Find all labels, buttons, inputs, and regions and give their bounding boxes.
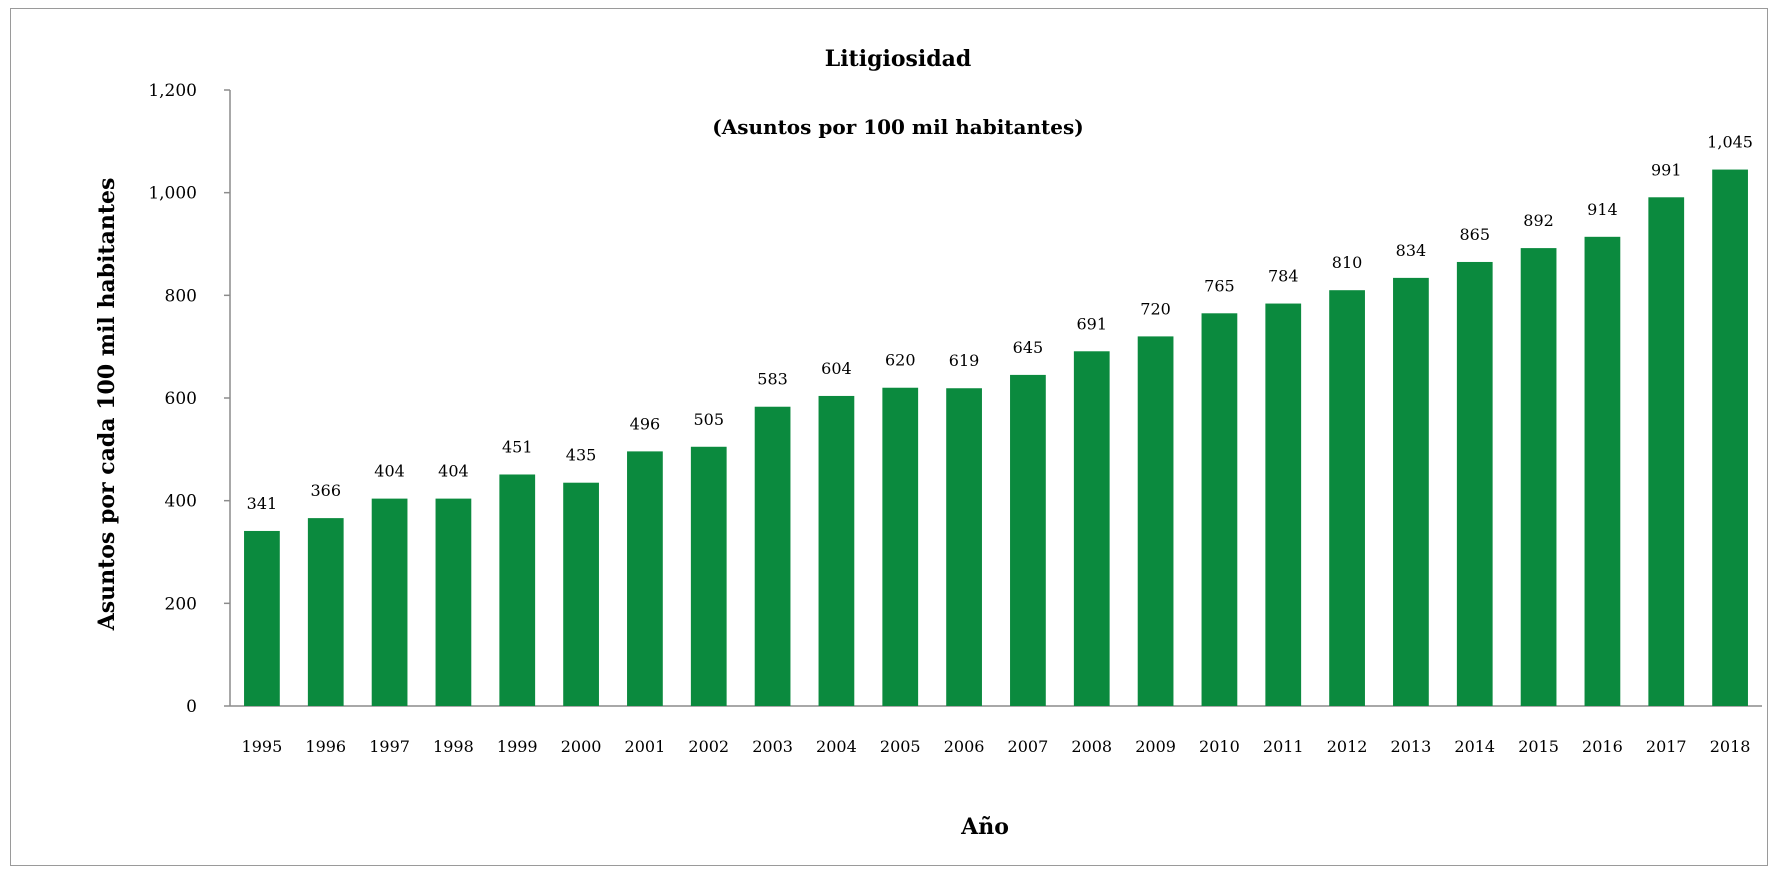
y-tick-label: 0 [186,697,197,717]
bar-1995 [244,530,280,706]
value-label-2016: 914 [1587,200,1618,219]
bars-group [244,169,1748,707]
bar-2006 [946,388,982,706]
y-tick-label: 400 [165,492,197,512]
y-tick-label: 1,200 [148,81,197,101]
y-tick-label: 1,000 [148,184,197,204]
value-label-2006: 619 [949,351,980,370]
x-tick-label-2006: 2006 [944,737,985,756]
value-label-2010: 765 [1204,276,1235,295]
bar-2001 [627,451,663,706]
bar-2017 [1648,197,1685,706]
x-tick-label-1997: 1997 [369,737,410,756]
x-tick-label-1998: 1998 [433,737,474,756]
x-tick-label-2003: 2003 [752,737,793,756]
value-label-2002: 505 [693,410,724,429]
value-label-1995: 341 [247,494,278,513]
x-tick-label-2001: 2001 [625,737,666,756]
y-tick-label: 600 [165,389,197,409]
bar-2013 [1393,277,1429,706]
bar-2012 [1329,290,1365,706]
value-label-2007: 645 [1013,338,1044,357]
x-tick-label-2012: 2012 [1327,737,1368,756]
value-label-2013: 834 [1396,241,1427,260]
value-label-1996: 366 [310,481,341,500]
chart-subtitle: (Asuntos por 100 mil habitantes) [712,115,1083,139]
x-tick-label-2000: 2000 [561,737,602,756]
value-label-1999: 451 [502,437,533,456]
bar-2003 [754,406,791,706]
bar-2009 [1137,336,1174,706]
y-axis-ticks: 0 200 400 600 800 1,000 1,200 [148,81,230,717]
x-tick-label-2005: 2005 [880,737,921,756]
x-tick-label-2010: 2010 [1199,737,1240,756]
bar-2011 [1265,303,1302,706]
bar-1996 [307,518,344,706]
x-tick-label-2011: 2011 [1263,737,1304,756]
bar-2005 [882,387,919,706]
bar-1998 [435,498,472,706]
x-tick-label-2007: 2007 [1008,737,1049,756]
value-label-2004: 604 [821,359,852,378]
bar-1997 [371,498,408,706]
x-tick-label-2014: 2014 [1454,737,1495,756]
y-tick-label: 200 [165,594,197,614]
value-label-2005: 620 [885,351,916,370]
x-tick-label-1999: 1999 [497,737,538,756]
value-labels-group: 341 366 404 404 451 435 496 505 583 604 620 619 645 6… [247,133,1753,513]
y-axis-label: Asuntos por cada 100 mil habitantes [94,178,120,632]
bar-2004 [818,395,855,706]
bar-2007 [1010,374,1046,706]
bar-2015 [1520,248,1557,706]
value-label-2017: 991 [1651,160,1682,179]
value-label-2000: 435 [566,446,597,465]
value-label-2001: 496 [630,414,661,433]
x-tick-label-1995: 1995 [242,737,283,756]
bar-2000 [563,482,599,706]
x-tick-label-2013: 2013 [1391,737,1432,756]
value-label-2014: 865 [1459,225,1490,244]
bar-2008 [1073,351,1110,706]
x-axis-label: Año [960,814,1009,840]
x-tick-label-2004: 2004 [816,737,857,756]
x-tick-label-2016: 2016 [1582,737,1623,756]
chart-frame [10,8,1768,866]
value-label-2015: 892 [1523,211,1554,230]
value-label-2011: 784 [1268,267,1299,286]
x-tick-label-2018: 2018 [1710,737,1751,756]
bar-2002 [690,446,727,706]
bar-2016 [1584,236,1621,706]
value-label-2018: 1,045 [1707,133,1753,152]
bar-1999 [499,474,536,706]
x-tick-label-1996: 1996 [305,737,346,756]
x-axis-ticks: 1995 1996 1997 1998 1999 2000 2001 2002 2003 2004… [242,737,1751,756]
y-tick-label: 800 [165,286,197,306]
value-label-2003: 583 [757,370,788,389]
x-tick-label-2015: 2015 [1518,737,1559,756]
value-label-2012: 810 [1332,253,1363,272]
chart-title: Litigiosidad [825,46,972,72]
value-label-2009: 720 [1140,299,1171,318]
value-label-1997: 404 [374,462,405,481]
value-label-2008: 691 [1076,314,1107,333]
bar-2010 [1201,313,1238,706]
x-tick-label-2009: 2009 [1135,737,1176,756]
x-tick-label-2008: 2008 [1071,737,1112,756]
x-tick-label-2017: 2017 [1646,737,1687,756]
bar-2014 [1456,261,1493,706]
bar-2018 [1712,169,1748,707]
x-tick-label-2002: 2002 [688,737,729,756]
value-label-1998: 404 [438,462,469,481]
